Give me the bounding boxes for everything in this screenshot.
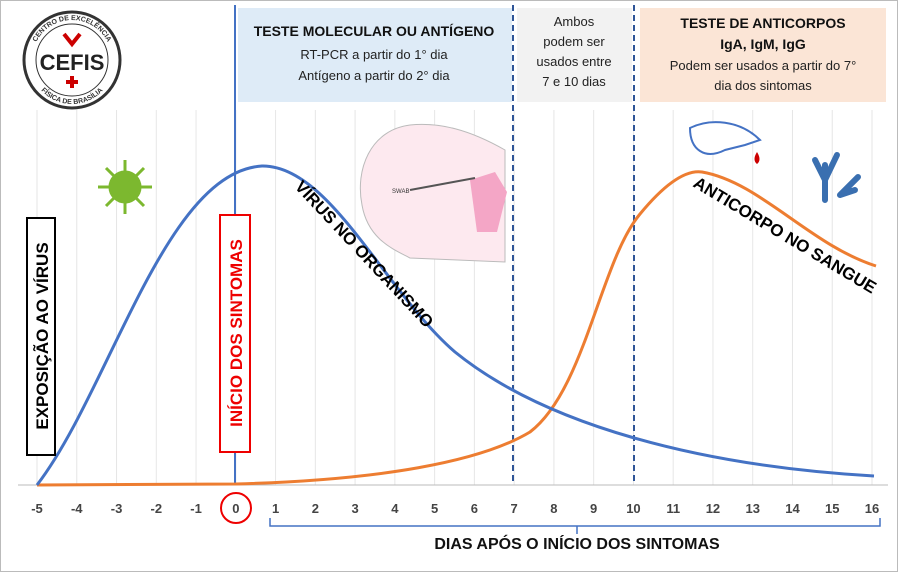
x-tick-label: 0 (232, 501, 239, 516)
virus-curve (35, 164, 875, 486)
bracket (269, 518, 881, 534)
antibody-icon (812, 152, 861, 203)
x-tick-label: 12 (706, 501, 720, 516)
logo: CENTRO DE EXCELÊNCIA FÍSICA DE BRASÍLIA … (22, 10, 122, 110)
x-tick-label: 3 (351, 501, 358, 516)
box-antibody (640, 8, 886, 102)
box-line: Podem ser usados a partir do 7° (670, 58, 857, 73)
swab-icon: SWAB (359, 123, 507, 263)
x-tick-label: -3 (111, 501, 123, 516)
x-tick-label: 16 (865, 501, 879, 516)
zero-circle (220, 492, 252, 524)
exposure-box (26, 217, 56, 456)
box-line: dia dos sintomas (714, 78, 812, 93)
onset-box (219, 214, 251, 453)
x-tick-label: 1 (272, 501, 279, 516)
logo-name: CEFIS (40, 50, 105, 75)
x-tick-label: 6 (471, 501, 478, 516)
x-tick-label: 2 (312, 501, 319, 516)
x-tick-label: 13 (745, 501, 759, 516)
x-tick-label: 8 (550, 501, 557, 516)
box-line: usados entre (536, 54, 611, 69)
x-tick-label: 14 (785, 501, 800, 516)
x-tick-label: 5 (431, 501, 438, 516)
x-tick-label: 11 (666, 501, 680, 516)
antibody-curve (36, 170, 877, 487)
box-both (517, 8, 632, 102)
swab-label: SWAB (392, 189, 409, 195)
x-tick-label: -4 (71, 501, 83, 516)
box-subtitle: IgA, IgM, IgG (720, 36, 806, 52)
x-tick-label: -1 (190, 501, 202, 516)
x-tick-label: 9 (590, 501, 597, 516)
box-line: Ambos (554, 14, 595, 29)
virus-icon (98, 160, 152, 214)
box-line: 7 e 10 dias (542, 74, 606, 89)
x-tick-label: 4 (391, 501, 399, 516)
box-line: RT-PCR a partir do 1° dia (300, 47, 448, 62)
x-tick-label: 10 (626, 501, 640, 516)
onset-label: INÍCIO DOS SINTOMAS (227, 239, 246, 427)
x-tick-label: 7 (511, 501, 518, 516)
box-molecular (238, 8, 512, 102)
box-title: TESTE DE ANTICORPOS (680, 15, 845, 31)
x-tick-label: -5 (31, 501, 43, 516)
box-title: TESTE MOLECULAR OU ANTÍGENO (254, 23, 495, 39)
exposure-label: EXPOSIÇÃO AO VÍRUS (32, 242, 52, 429)
axis-label: DIAS APÓS O INÍCIO DOS SINTOMAS (434, 534, 720, 553)
hand-icon (688, 121, 762, 164)
box-line: Antígeno a partir do 2° dia (298, 68, 450, 83)
x-tick-label: -2 (151, 501, 163, 516)
x-tick-label: 15 (825, 501, 839, 516)
box-line: podem ser (543, 34, 605, 49)
